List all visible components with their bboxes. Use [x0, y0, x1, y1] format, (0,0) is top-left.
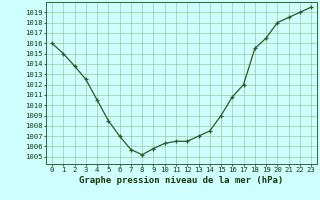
X-axis label: Graphe pression niveau de la mer (hPa): Graphe pression niveau de la mer (hPa)	[79, 176, 284, 185]
